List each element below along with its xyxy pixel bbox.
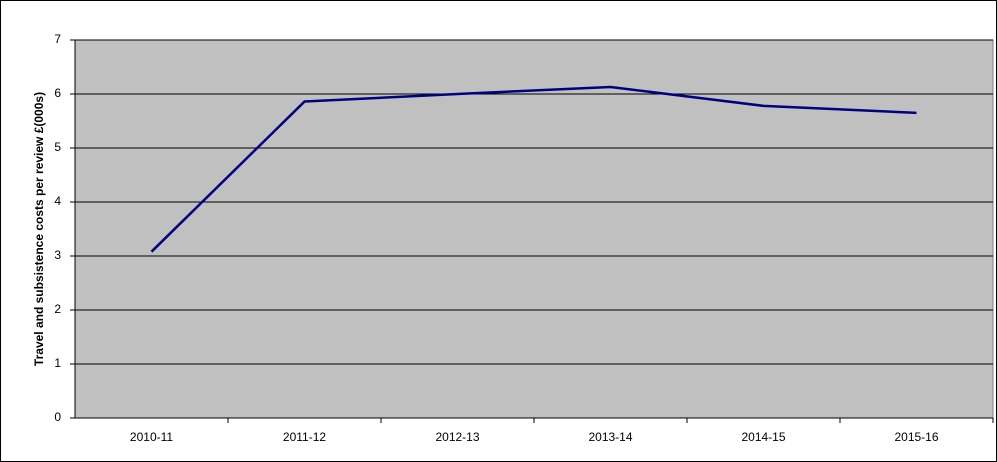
x-tick-label: 2011-12 [283,430,326,444]
line-series [150,85,917,253]
x-tick-label: 2013-14 [588,430,632,444]
y-tick-label: 4 [54,194,61,208]
y-tick-label: 3 [54,248,61,262]
y-tick-label: 2 [54,302,61,316]
x-tick-label: 2015-16 [894,430,938,444]
y-axis-label: Travel and subsistence costs per review … [32,92,46,366]
y-tick-label: 1 [54,356,61,370]
plot-area [74,39,994,419]
y-tick-label: 6 [54,86,61,100]
x-tick-label: 2012-13 [435,430,479,444]
x-tick-label: 2010-11 [130,430,173,444]
y-tick-label: 7 [54,32,61,46]
x-tick-label: 2014-15 [741,430,785,444]
y-tick-label: 0 [54,410,61,424]
y-tick-label: 5 [54,140,61,154]
